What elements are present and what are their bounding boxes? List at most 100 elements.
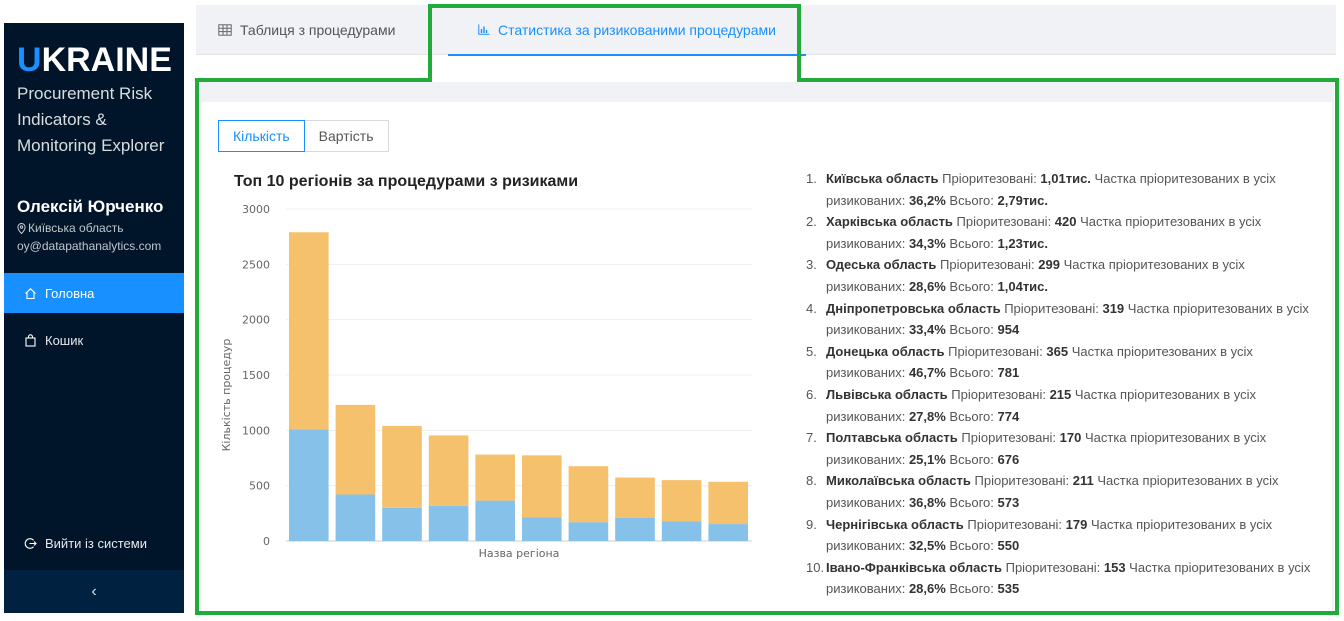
chart-x-axis-label: Назва регіона	[479, 547, 560, 560]
user-region-label: Київська область	[28, 221, 124, 235]
tab-risk-statistics-label: Статистика за ризикованими процедурами	[498, 21, 776, 38]
chart-y-tick-label: 3000	[242, 203, 270, 216]
region-name: Одеська область	[826, 257, 937, 273]
app-subtitle: Procurement Risk Indicators & Monitoring…	[17, 84, 165, 155]
bar-other[interactable]	[382, 425, 422, 508]
region-prioritized: 211	[1072, 473, 1094, 489]
region-total: 774	[997, 408, 1020, 424]
region-list-item: 2. Харківська область Пріоритезовані: 420…	[806, 211, 1326, 254]
region-name: Полтавська область	[826, 430, 958, 446]
region-rank: 7.	[806, 430, 817, 446]
region-stats: Одеська область Пріоритезовані: 299 Част…	[826, 257, 1245, 294]
logo-text: KRAINE	[41, 41, 172, 79]
region-prioritized: 179	[1065, 516, 1088, 532]
region-name: Івано-Франківська область	[826, 559, 1002, 575]
region-list-item: 5. Донецька область Пріоритезовані: 365 Ч…	[806, 341, 1326, 384]
region-share: 36,2%	[908, 192, 946, 208]
table-icon	[218, 24, 232, 36]
chart-bars	[289, 232, 748, 541]
region-prioritized: 420	[1054, 214, 1077, 230]
region-rank: 1.	[806, 171, 817, 186]
bar-prioritized[interactable]	[335, 494, 376, 541]
region-total: 550	[997, 538, 1020, 554]
region-stats: Чернігівська область Пріоритезовані: 179…	[826, 516, 1273, 554]
bar-other[interactable]	[522, 455, 562, 518]
region-stats: Дніпропетровська область Пріоритезовані:…	[826, 300, 1309, 338]
tab-risk-statistics[interactable]: Статистика за ризикованими процедурами	[448, 5, 806, 56]
region-share: 33,4%	[908, 322, 946, 338]
region-total: 954	[997, 322, 1020, 338]
chevron-left-icon: ‹	[91, 582, 97, 600]
bar-prioritized[interactable]	[568, 522, 609, 541]
region-share: 27,8%	[908, 408, 946, 424]
bar-prioritized[interactable]	[615, 517, 655, 541]
region-stats: Івано-Франківська область Пріоритезовані…	[826, 559, 1311, 597]
bar-prioritized[interactable]	[382, 507, 422, 541]
bar-prioritized[interactable]	[475, 500, 515, 541]
menu-item-cart[interactable]: Кошик	[4, 320, 184, 360]
region-stats: Донецька область Пріоритезовані: 365 Час…	[826, 343, 1253, 381]
region-rank: 6.	[806, 386, 817, 402]
tab-procedures-table[interactable]: Таблиця з процедурами	[218, 5, 395, 55]
chart-y-tick-label: 1000	[242, 424, 270, 437]
logout-button[interactable]: Вийти із системи	[4, 523, 184, 563]
region-prioritized: 365	[1046, 343, 1069, 359]
bar-other[interactable]	[568, 466, 609, 523]
bar-other[interactable]	[289, 232, 329, 430]
region-name: Чернігівська область	[826, 516, 964, 532]
region-prioritized: 1,01тис.	[1040, 171, 1091, 186]
bar-prioritized[interactable]	[289, 429, 329, 541]
region-rank: 8.	[806, 473, 817, 489]
menu-item-home-label: Головна	[45, 285, 95, 301]
region-list-item: 9. Чернігівська область Пріоритезовані: 1…	[806, 514, 1326, 557]
region-share: 25,1%	[908, 451, 946, 467]
chart-y-tick-label: 2500	[242, 258, 270, 271]
region-name: Дніпропетровська область	[826, 300, 1001, 316]
region-prioritized: 319	[1102, 300, 1125, 316]
bar-prioritized[interactable]	[708, 524, 748, 541]
region-name: Київська область	[826, 171, 939, 186]
tab-bar: Таблиця з процедурами Статистика за ризи…	[196, 5, 1336, 56]
region-list-item: 3. Одеська область Пріоритезовані: 299 Ча…	[806, 254, 1326, 297]
bar-other[interactable]	[428, 435, 469, 506]
chart-y-axis-label: Кількість процедур	[220, 339, 233, 452]
region-list-item: 10. Івано-Франківська область Пріоритезов…	[806, 557, 1326, 600]
chart-y-tick-label: 500	[249, 480, 270, 493]
tab-procedures-table-label: Таблиця з процедурами	[240, 22, 396, 38]
logout-label: Вийти із системи	[45, 535, 147, 551]
region-list: 1. Київська область Пріоритезовані: 1,01т…	[806, 168, 1326, 600]
user-name: Олексій Юрченко	[17, 197, 164, 216]
metric-count-button[interactable]: Кількість	[218, 120, 305, 152]
sidebar-collapse-button[interactable]: ‹	[4, 570, 184, 613]
app-logo: UKRAINE	[17, 41, 172, 79]
region-rank: 9.	[806, 516, 817, 532]
chart-y-ticks: 0 500 1000 1500 2000 2500 3000	[242, 203, 270, 548]
bar-other[interactable]	[475, 454, 515, 501]
region-total: 1,04тис.	[997, 278, 1049, 294]
region-total: 1,23тис.	[997, 235, 1049, 251]
region-stats: Полтавська область Пріоритезовані: 170 Ч…	[826, 430, 1267, 467]
region-prioritized: 153	[1103, 559, 1126, 575]
bar-prioritized[interactable]	[661, 521, 702, 541]
region-share: 36,8%	[908, 494, 946, 510]
user-region: Київська область	[17, 221, 123, 235]
bar-other[interactable]	[335, 404, 376, 495]
region-total: 2,79тис.	[997, 192, 1049, 208]
bar-other[interactable]	[661, 480, 702, 522]
bar-chart-icon	[478, 24, 490, 35]
metric-value-button[interactable]: Вартість	[304, 120, 389, 152]
bar-prioritized[interactable]	[428, 505, 469, 541]
region-total: 676	[997, 451, 1020, 467]
bar-other[interactable]	[615, 477, 655, 518]
menu-item-home[interactable]: Головна	[4, 273, 184, 313]
bar-prioritized[interactable]	[522, 517, 562, 541]
bar-other[interactable]	[708, 481, 748, 525]
region-name: Миколаївська область	[826, 473, 971, 489]
region-share: 28,6%	[908, 278, 946, 294]
region-prioritized: 170	[1059, 430, 1082, 446]
region-total: 573	[997, 494, 1020, 510]
user-email: oy@datapathanalytics.com	[17, 239, 162, 253]
region-stats: Харківська область Пріоритезовані: 420 Ч…	[826, 214, 1262, 251]
home-icon	[25, 287, 36, 299]
region-list-item: 4. Дніпропетровська область Пріоритезован…	[806, 298, 1326, 341]
